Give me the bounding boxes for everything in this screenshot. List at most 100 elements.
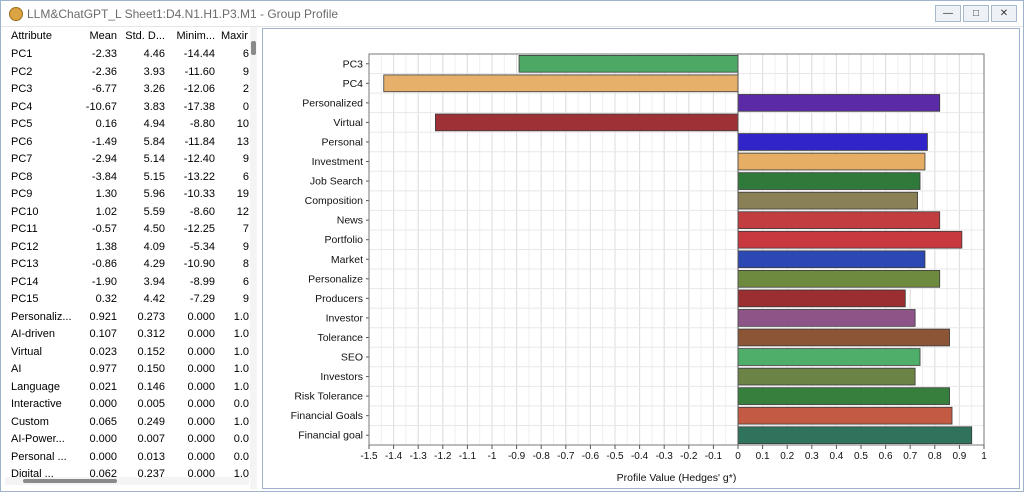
minimum-cell: 0.000 [187, 415, 215, 428]
bar-virtual[interactable] [435, 113, 739, 132]
column-header-mean[interactable]: Mean [89, 30, 117, 42]
table-row[interactable]: PC14 -1.90 3.94 -8.99 6 [5, 274, 249, 292]
bar-seo[interactable] [737, 348, 921, 366]
table-row[interactable]: Virtual 0.023 0.152 0.000 1.0 [5, 344, 249, 362]
category-label: Risk Tolerance [294, 391, 363, 403]
bar-financial-goal[interactable] [737, 426, 973, 445]
table-row[interactable]: AI 0.977 0.150 0.000 1.0 [5, 361, 249, 379]
attribute-cell: Personaliz... [11, 310, 71, 323]
bar-investment[interactable] [737, 152, 926, 171]
column-header-minimum[interactable]: Minim... [176, 30, 216, 42]
bar-market[interactable] [737, 250, 926, 269]
column-header-std-dev[interactable]: Std. D... [125, 30, 165, 42]
attribute-cell: PC5 [11, 118, 33, 130]
std-dev-cell: 5.59 [143, 205, 165, 218]
column-header-attribute[interactable]: Attribute [11, 30, 52, 42]
x-tick-label: -1.1 [459, 451, 477, 462]
bar-tolerance[interactable] [737, 328, 950, 347]
restore-button[interactable]: □ [963, 5, 989, 22]
table-row[interactable]: Personal ... 0.000 0.013 0.000 0.0 [5, 449, 249, 467]
horizontal-scroll-thumb[interactable] [23, 479, 117, 483]
table-row[interactable]: PC7 -2.94 5.14 -12.40 9 [5, 151, 249, 169]
attribute-cell: Personal ... [11, 450, 67, 463]
table-row[interactable]: Interactive 0.000 0.005 0.000 0.0 [5, 396, 249, 414]
bar-producers[interactable] [737, 289, 906, 308]
horizontal-scrollbar[interactable] [5, 477, 249, 485]
bar-pc4[interactable] [383, 74, 739, 93]
maximum-cell: 1.0 [233, 415, 249, 428]
table-row[interactable]: PC11 -0.57 4.50 -12.25 7 [5, 221, 249, 239]
table-row[interactable]: PC15 0.32 4.42 -7.29 9 [5, 291, 249, 309]
std-dev-cell: 4.46 [143, 48, 165, 60]
table-row[interactable]: PC6 -1.49 5.84 -11.84 13 [5, 134, 249, 152]
x-tick-label: 0 [735, 451, 741, 462]
bar-financial-goals[interactable] [737, 406, 953, 425]
category-label: Portfolio [324, 234, 363, 246]
table-row[interactable]: AI-driven 0.107 0.312 0.000 1.0 [5, 326, 249, 344]
table-row[interactable]: Language 0.021 0.146 0.000 1.0 [5, 379, 249, 397]
mean-cell: 0.921 [89, 310, 117, 323]
table-row[interactable]: PC1 -2.33 4.46 -14.44 6 [5, 46, 249, 64]
title-bar[interactable]: LLM&ChatGPT_L Sheet1:D4.N1.H1.P3.M1 - Gr… [1, 1, 1023, 27]
mean-cell: -1.90 [91, 275, 117, 288]
profile-chart: PC3 PC4 Personalized Virtual Personal Investm… [291, 53, 987, 484]
column-header-maximum[interactable]: Maxir [221, 30, 248, 42]
table-body: PC1 -2.33 4.46 -14.44 6 PC2 -2.36 3.93 -11.60 9 PC… [5, 46, 249, 484]
table-row[interactable]: AI-Power... 0.000 0.007 0.000 0.0 [5, 431, 249, 449]
std-dev-cell: 5.15 [143, 170, 165, 183]
std-dev-cell: 0.249 [137, 415, 165, 428]
table-row[interactable]: PC12 1.38 4.09 -5.34 9 [5, 239, 249, 257]
attribute-cell: Custom [11, 415, 49, 428]
table-row[interactable]: PC2 -2.36 3.93 -11.60 9 [5, 64, 249, 82]
bar-personalize[interactable] [737, 270, 941, 288]
bar-risk-tolerance[interactable] [737, 387, 950, 405]
category-label: Job Search [310, 176, 363, 188]
table-row[interactable]: PC13 -0.86 4.29 -10.90 8 [5, 256, 249, 274]
vertical-scrollbar[interactable] [250, 27, 257, 489]
std-dev-cell: 4.50 [143, 223, 165, 235]
table-row[interactable]: PC9 1.30 5.96 -10.33 19 [5, 186, 249, 204]
x-tick-label: 0.5 [854, 451, 868, 462]
maximum-cell: 0.0 [233, 433, 249, 445]
mean-cell: -6.77 [91, 83, 117, 95]
attribute-cell: PC8 [11, 170, 33, 183]
table-row[interactable]: Custom 0.065 0.249 0.000 1.0 [5, 414, 249, 432]
bar-composition[interactable] [737, 191, 918, 210]
x-tick-label: 0.8 [928, 451, 942, 462]
x-tick-label: 0.4 [829, 451, 843, 462]
x-tick-label: -1.5 [360, 451, 378, 462]
table-row[interactable]: Personaliz... 0.921 0.273 0.000 1.0 [5, 309, 249, 327]
category-label: Investor [326, 312, 364, 324]
vertical-scroll-thumb[interactable] [251, 41, 256, 55]
bar-personalized[interactable] [737, 94, 941, 112]
category-label: PC3 [343, 58, 364, 70]
minimum-cell: 0.000 [187, 328, 215, 340]
attribute-cell: PC13 [11, 258, 39, 270]
table-row[interactable]: PC8 -3.84 5.15 -13.22 6 [5, 169, 249, 187]
bar-investors[interactable] [737, 367, 916, 386]
mean-cell: 0.000 [89, 398, 117, 410]
table-row[interactable]: PC4 -10.67 3.83 -17.38 0 [5, 99, 249, 117]
minimize-button[interactable]: — [935, 5, 961, 22]
table-row[interactable]: PC10 1.02 5.59 -8.60 12 [5, 204, 249, 222]
bar-job-search[interactable] [737, 172, 921, 190]
attribute-cell: PC12 [11, 240, 39, 253]
bar-personal[interactable] [737, 133, 928, 151]
x-tick-label: -0.3 [656, 451, 674, 462]
bar-news[interactable] [737, 211, 941, 229]
bar-pc3[interactable] [518, 54, 739, 73]
maximum-cell: 0.0 [233, 398, 249, 410]
minimum-cell: -12.06 [183, 83, 215, 95]
attribute-cell: PC11 [11, 223, 38, 235]
bar-investor[interactable] [737, 309, 916, 327]
minimum-cell: 0.000 [187, 398, 215, 410]
table-row[interactable]: PC5 0.16 4.94 -8.80 10 [5, 116, 249, 134]
table-row[interactable]: PC3 -6.77 3.26 -12.06 2 [5, 81, 249, 99]
mean-cell: -2.94 [91, 153, 117, 165]
bar-portfolio[interactable] [737, 230, 963, 249]
std-dev-cell: 0.150 [137, 363, 165, 375]
close-button[interactable]: ✕ [991, 5, 1017, 22]
attribute-cell: Language [11, 380, 60, 393]
std-dev-cell: 3.83 [143, 100, 165, 113]
